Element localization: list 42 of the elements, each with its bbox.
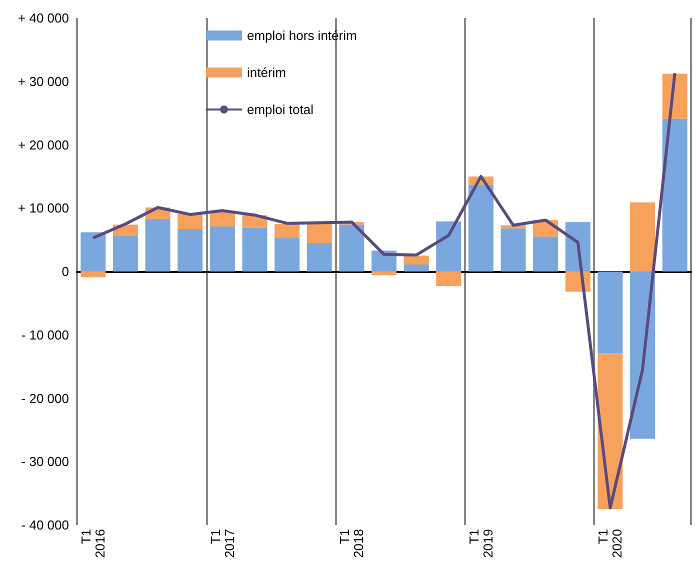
- bar: [242, 228, 268, 272]
- legend-label: emploi total: [247, 102, 314, 117]
- bar: [436, 272, 462, 286]
- bar: [598, 272, 623, 354]
- x-tick-label: T1 2019: [466, 529, 496, 558]
- x-tick-label: T1 2016: [78, 529, 108, 558]
- bar: [80, 272, 106, 278]
- legend-label: intérim: [247, 65, 286, 80]
- y-tick-label: 0: [62, 264, 69, 279]
- y-tick-label: + 10 000: [18, 200, 69, 216]
- bar: [500, 228, 526, 272]
- x-tick-label: T1 2017: [208, 529, 237, 558]
- bar: [80, 232, 106, 272]
- bar: [112, 235, 138, 272]
- y-tick-label: - 20 000: [21, 390, 69, 406]
- bar: [274, 224, 300, 238]
- bar: [404, 256, 429, 265]
- bar: [662, 118, 688, 272]
- bar: [533, 236, 558, 272]
- bar: [210, 226, 235, 272]
- x-tick-label: T1 2020: [596, 529, 625, 558]
- y-tick-label: - 10 000: [21, 327, 69, 342]
- bar: [339, 224, 364, 272]
- bar: [404, 264, 429, 272]
- bar: [372, 272, 396, 276]
- bar: [630, 202, 656, 272]
- bar: [436, 221, 462, 272]
- bar: [306, 242, 332, 272]
- bar: [178, 229, 203, 272]
- bar: [274, 237, 300, 272]
- bar: [372, 250, 396, 272]
- y-tick-label: + 40 000: [18, 10, 69, 26]
- bar: [145, 218, 170, 272]
- legend-label: emploi hors intérim: [247, 28, 357, 43]
- y-tick-label: - 40 000: [21, 518, 69, 532]
- y-tick-label: - 30 000: [21, 454, 69, 470]
- y-tick-label: + 20 000: [18, 137, 69, 152]
- bar: [306, 223, 332, 243]
- bar: [178, 214, 203, 230]
- bar: [468, 184, 494, 272]
- y-tick-label: + 30 000: [18, 74, 69, 89]
- x-tick-label: T1 2018: [337, 529, 366, 558]
